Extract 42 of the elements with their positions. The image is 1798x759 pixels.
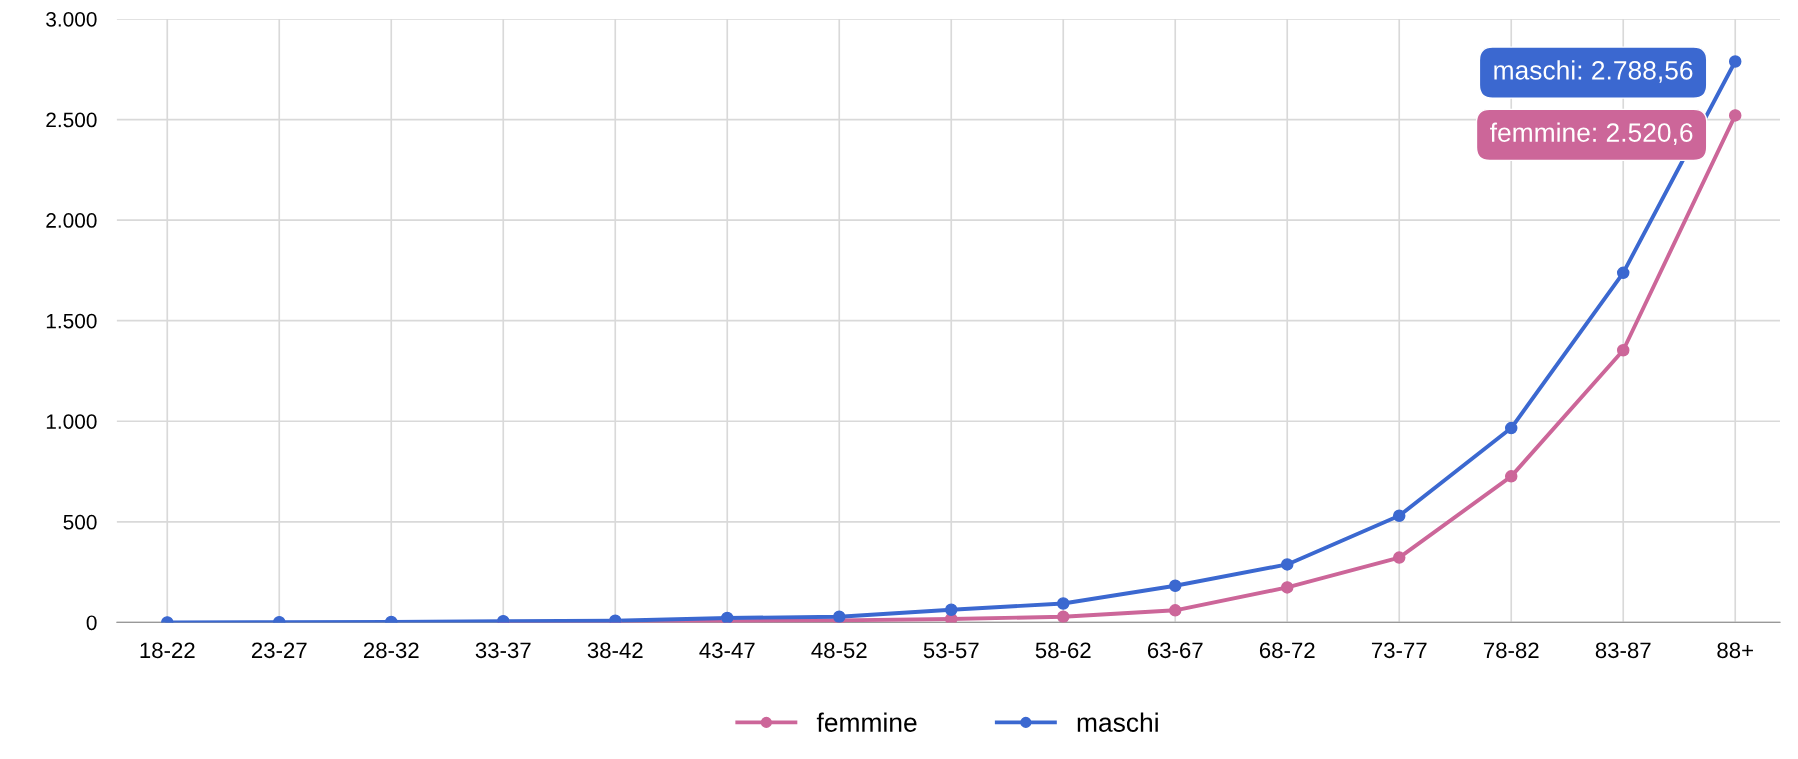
point — [1168, 604, 1182, 617]
y-tick-label: 1.500 — [46, 313, 97, 329]
x-tick-label: 53-57 — [923, 642, 979, 659]
point — [1056, 597, 1070, 610]
point — [1616, 266, 1630, 280]
x-tick-label: 38-42 — [587, 642, 643, 659]
point — [1616, 343, 1630, 357]
x-tick-label: 33-37 — [475, 642, 531, 659]
point — [1056, 610, 1070, 623]
x-tick-label: 83-87 — [1595, 642, 1651, 659]
x-tick-label: 63-67 — [1147, 642, 1203, 659]
x-tick-label: 73-77 — [1371, 642, 1427, 659]
x-tick-label: 18-22 — [140, 642, 195, 659]
y-tick-label: 0 — [86, 615, 97, 631]
x-tick-label: 23-27 — [251, 642, 307, 659]
point — [944, 603, 958, 616]
point — [1280, 558, 1294, 571]
y-tick-label: 1.000 — [46, 414, 97, 429]
x-tick-label: 88+ — [1717, 642, 1753, 659]
y-tick-label: 500 — [63, 514, 97, 530]
x-tick-label: 68-72 — [1259, 642, 1315, 659]
point — [1168, 579, 1182, 593]
point — [1728, 55, 1742, 68]
y-tick-label: 2.500 — [46, 112, 97, 128]
x-tick-label: 58-62 — [1035, 642, 1091, 659]
x-tick-label: 78-82 — [1483, 642, 1539, 659]
x-tick-label: 43-47 — [699, 642, 755, 659]
point — [1504, 421, 1518, 435]
y-tick-label: 3.000 — [46, 11, 97, 27]
legend-label: maschi — [1077, 712, 1158, 732]
y-tick-label: 2.000 — [46, 213, 97, 228]
point — [1392, 509, 1406, 523]
point — [1392, 551, 1406, 564]
point — [832, 610, 846, 623]
x-tick-label: 28-32 — [363, 642, 419, 659]
point — [1728, 109, 1742, 122]
point — [1504, 470, 1518, 483]
x-tick-label: 48-52 — [811, 642, 867, 659]
legend-label: femmine — [816, 712, 917, 732]
annotation: maschi: 2.788,56 — [1494, 60, 1693, 83]
point — [1280, 581, 1294, 594]
annotation: femmine: 2.520,6 — [1490, 122, 1693, 146]
